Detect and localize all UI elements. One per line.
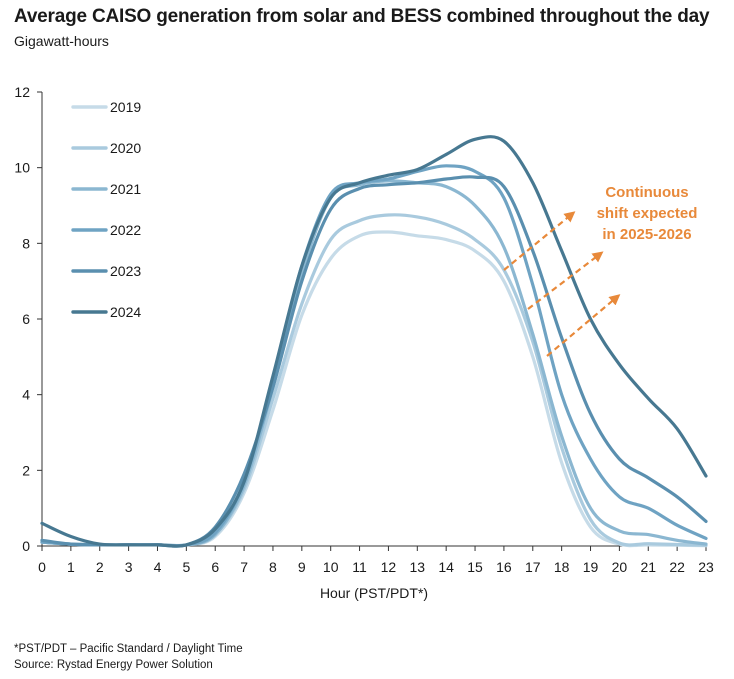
x-tick-label: 4 [154, 559, 162, 575]
x-tick-label: 22 [669, 559, 685, 575]
x-tick-label: 13 [410, 559, 426, 575]
series-line-2020 [40, 213, 708, 548]
x-tick-label: 14 [438, 559, 454, 575]
x-tick-label: 12 [381, 559, 397, 575]
x-tick-label: 2 [96, 559, 104, 575]
x-tick-label: 15 [467, 559, 483, 575]
legend-label-2023: 2023 [110, 263, 141, 279]
x-tick-label: 0 [38, 559, 46, 575]
legend-label-2022: 2022 [110, 222, 141, 238]
trend-arrow-1 [503, 211, 576, 271]
series-line-2022 [40, 164, 708, 548]
x-tick-label: 21 [640, 559, 656, 575]
annotation-line-2: shift expected [597, 205, 698, 222]
x-tick-label: 20 [612, 559, 628, 575]
x-tick-label: 5 [182, 559, 190, 575]
x-tick-label: 16 [496, 559, 512, 575]
chart-subtitle: Gigawatt-hours [14, 33, 109, 49]
y-tick-label: 4 [22, 387, 30, 403]
annotation-line-1: Continuous [605, 184, 688, 201]
x-tick-label: 17 [525, 559, 541, 575]
x-tick-label: 9 [298, 559, 306, 575]
x-axis-label: Hour (PST/PDT*) [320, 585, 428, 601]
x-tick-label: 6 [211, 559, 219, 575]
y-tick-label: 6 [22, 311, 30, 327]
x-tick-label: 8 [269, 559, 277, 575]
trend-arrow-3 [546, 294, 621, 357]
x-tick-label: 11 [352, 559, 367, 575]
y-tick-label: 0 [22, 538, 30, 554]
legend-label-2019: 2019 [110, 99, 141, 115]
x-tick-label: 19 [583, 559, 599, 575]
series-line-2024 [40, 135, 708, 548]
x-tick-label: 7 [240, 559, 248, 575]
y-tick-label: 2 [22, 462, 30, 478]
series-line-2019 [40, 230, 708, 548]
source-note: Source: Rystad Energy Power Solution [14, 659, 213, 671]
legend-label-2020: 2020 [110, 140, 141, 156]
x-tick-label: 1 [67, 559, 75, 575]
y-tick-label: 12 [14, 84, 30, 100]
legend-label-2024: 2024 [110, 304, 141, 320]
annotation-line-3: in 2025-2026 [602, 226, 691, 243]
x-tick-label: 18 [554, 559, 570, 575]
x-tick-label: 10 [323, 559, 339, 575]
footnote: *PST/PDT – Pacific Standard / Daylight T… [14, 643, 243, 655]
y-tick-label: 8 [22, 235, 30, 251]
x-tick-label: 3 [125, 559, 133, 575]
x-tick-label: 23 [698, 559, 714, 575]
y-tick-label: 10 [14, 160, 30, 176]
chart-title: Average CAISO generation from solar and … [14, 6, 710, 27]
legend-label-2021: 2021 [110, 181, 141, 197]
trend-arrow-2 [527, 251, 604, 310]
